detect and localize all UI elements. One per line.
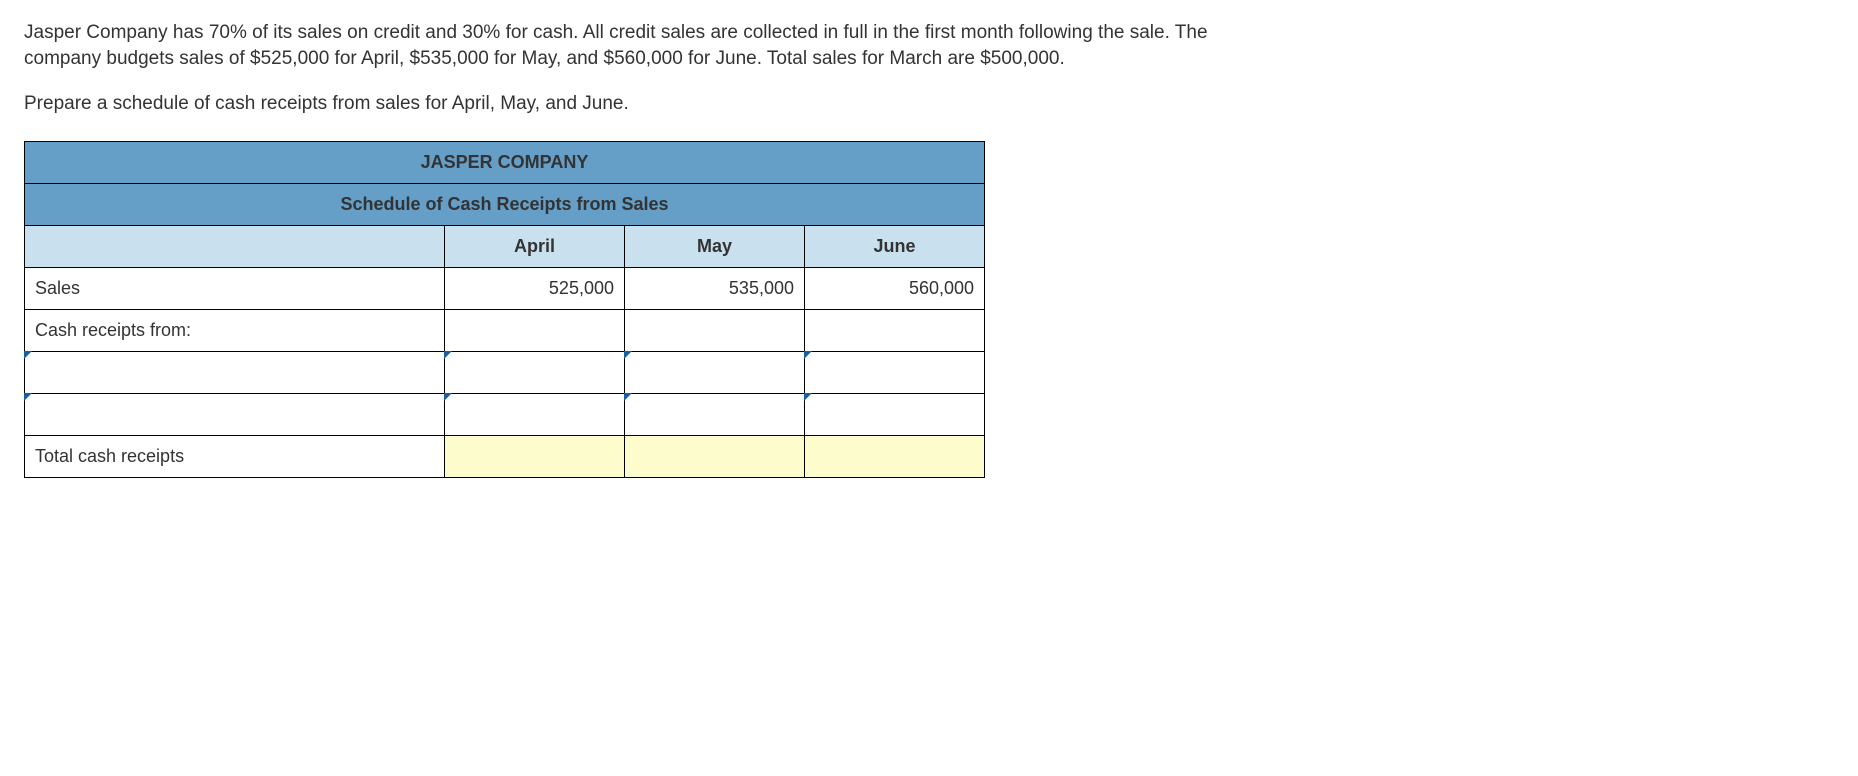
row-input-2	[25, 393, 985, 435]
input1-label[interactable]	[25, 351, 445, 393]
total-may[interactable]	[625, 435, 805, 477]
col-may: May	[625, 225, 805, 267]
total-april[interactable]	[445, 435, 625, 477]
receipts-from-june	[805, 309, 985, 351]
total-june[interactable]	[805, 435, 985, 477]
sales-may: 535,000	[625, 267, 805, 309]
blank-header	[25, 225, 445, 267]
sales-june: 560,000	[805, 267, 985, 309]
row-receipts-from: Cash receipts from:	[25, 309, 985, 351]
sales-label: Sales	[25, 267, 445, 309]
input2-june[interactable]	[805, 393, 985, 435]
problem-statement: Jasper Company has 70% of its sales on c…	[24, 20, 1254, 117]
row-total: Total cash receipts	[25, 435, 985, 477]
total-label: Total cash receipts	[25, 435, 445, 477]
receipts-from-april	[445, 309, 625, 351]
table-subtitle: Schedule of Cash Receipts from Sales	[25, 183, 985, 225]
schedule-table: JASPER COMPANY Schedule of Cash Receipts…	[24, 141, 985, 478]
problem-para-2: Prepare a schedule of cash receipts from…	[24, 91, 1254, 117]
receipts-from-may	[625, 309, 805, 351]
problem-para-1: Jasper Company has 70% of its sales on c…	[24, 20, 1254, 71]
input2-label[interactable]	[25, 393, 445, 435]
sales-april: 525,000	[445, 267, 625, 309]
col-june: June	[805, 225, 985, 267]
input1-april[interactable]	[445, 351, 625, 393]
row-input-1	[25, 351, 985, 393]
input2-april[interactable]	[445, 393, 625, 435]
col-april: April	[445, 225, 625, 267]
input1-may[interactable]	[625, 351, 805, 393]
input2-may[interactable]	[625, 393, 805, 435]
receipts-from-label: Cash receipts from:	[25, 309, 445, 351]
row-sales: Sales 525,000 535,000 560,000	[25, 267, 985, 309]
table-title: JASPER COMPANY	[25, 141, 985, 183]
input1-june[interactable]	[805, 351, 985, 393]
